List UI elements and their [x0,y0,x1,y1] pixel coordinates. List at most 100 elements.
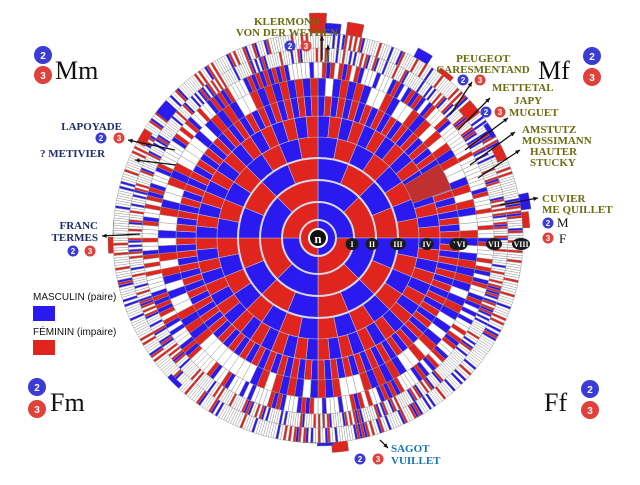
ring-sector-gen-6 [195,237,218,251]
badge-2-circle [34,46,52,64]
outer-cell-gen-10 [317,427,321,444]
lineage-spike [458,99,481,122]
name-peugeot: PEUGEOT [456,53,510,65]
generation-roman-numerals: IIIIIIIVVVIVIIVIII [345,238,530,250]
generation-numeral-4: IV [423,240,432,249]
ring-sector-gen-6 [317,338,331,361]
outer-cell-gen-9 [493,235,509,239]
lineage-spike [345,21,365,38]
badge-3-text: 3 [589,73,595,84]
lineage-arrowhead [102,233,107,238]
legend-female-label: FÉMININ (impaire) [33,325,116,338]
lineage-spike [167,373,183,389]
badge-2-text: 2 [589,52,595,63]
outer-cell-gen-7 [459,229,479,239]
lineage-spike [491,143,508,163]
lineage-spike [324,22,342,35]
lineage-arrowhead [135,158,140,163]
name-stucky: STUCKY [530,157,576,169]
badge-2-circle [95,132,107,144]
badge-3-circle [84,245,96,257]
generation-numeral-badge [420,238,434,250]
legend-male-label: MASCULIN (paire) [33,292,116,303]
generation-numeral-7: VII [488,240,500,249]
badge-3-circle [300,40,312,52]
name-lapoyade: LAPOYADE [61,121,122,133]
badge-2-circle [67,245,79,257]
badge-2-text: 2 [546,219,551,228]
side-letter-m: M [557,215,569,230]
ring-sector-gen-7 [310,95,319,117]
badge-3-text: 3 [587,406,593,417]
ring-sector-gen-6 [305,115,319,138]
legend: MASCULIN (paire) FÉMININ (impaire) [33,292,116,355]
legend-male-swatch [33,306,55,321]
lineage-spike [317,442,334,447]
generation-rings [175,95,461,381]
outer-cell-gen-7 [324,379,334,399]
badge-2-circle [542,217,554,229]
ring-sector-gen-7 [317,359,326,381]
lineage-spike [413,47,433,65]
outer-cell-gen-7 [317,77,327,97]
name-mossimann: MOSSIMANN [522,135,592,147]
outer-cell-gen-8 [313,397,319,415]
lineage-spike [518,192,532,211]
badge-3-text: 3 [546,234,551,243]
name-mequillet: ME QUILLET [542,204,613,216]
name-metivier: ? METIVIER [40,148,106,160]
ring-outline [299,219,337,257]
outer-cell-gen-7 [459,222,479,232]
lineage-arrowhead [383,443,388,448]
name-hauter: HAUTER [530,146,578,158]
badge-2-circle [28,378,46,396]
lineage-arrowhead [515,150,520,155]
lineage-spike [483,122,497,139]
outer-cell-gen-10 [112,237,129,241]
quadrant-mf: 2 3 Mf [538,47,601,86]
lineage-arrow-line [499,197,539,206]
badge-2-text: 2 [358,455,363,464]
lineage-arrows [101,36,539,449]
lineage-arrowhead [503,118,508,123]
name-klermond: KLERMOND [254,16,320,28]
badge-3-text: 3 [34,405,40,416]
lineage-arrow-line [464,117,509,151]
quadrant-label-ff: Ff [544,388,567,417]
lineage-arrowhead [510,132,515,137]
generation-numeral-8: VIII [513,240,528,249]
outer-cell-gen-8 [313,61,319,79]
outer-cell-gen-8 [477,233,495,239]
name-franc: FRANC [60,220,99,232]
quadrant-label-fm: Fm [50,388,85,417]
outer-cell-gen-9 [127,237,143,241]
outer-cell-gen-8 [317,397,323,415]
name-japy: JAPY [514,95,542,107]
badge-3-circle [28,400,46,418]
lineage-arrow-line [134,159,177,166]
badge-2-text: 2 [587,385,593,396]
lineage-spike [521,211,531,229]
name-amstutz: AMSTUTZ [522,124,576,136]
outer-ancestor-spikes [107,12,532,453]
generation-numeral-badge [454,238,468,250]
badge-3-text: 3 [88,247,93,256]
lineage-arrowhead [319,36,325,41]
generation-numeral-badge [512,238,530,250]
badge-3-text: 3 [478,76,483,85]
quadrant-label-mm: Mm [55,56,98,85]
outer-cell-gen-7 [157,229,177,239]
name-sagot: SAGOT [391,443,430,455]
badge-2-circle [583,47,601,65]
badge-2-text: 2 [288,42,293,51]
badge-2-text: 2 [484,108,489,117]
badge-2-text: 2 [40,51,46,62]
center-node [308,228,328,248]
ring-sector-gen-6 [418,225,441,239]
outer-cell-gen-10 [507,235,524,239]
badge-2-circle [457,74,469,86]
quadrant-ff: 2 3 Ff [544,380,599,419]
badge-3-text: 3 [376,455,381,464]
